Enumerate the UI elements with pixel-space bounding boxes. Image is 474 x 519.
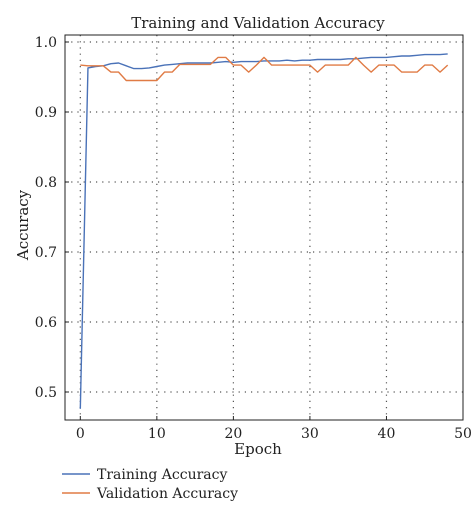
y-tick-label: 1.0 xyxy=(35,35,57,51)
x-tick-label: 40 xyxy=(378,426,396,442)
y-tick-label: 0.5 xyxy=(35,385,57,401)
y-tick-label: 0.6 xyxy=(35,315,57,331)
y-axis-ticks: 0.5 0.6 0.7 0.8 0.9 1.0 xyxy=(35,35,69,401)
validation-accuracy-line xyxy=(80,56,449,82)
series-lines xyxy=(79,53,449,409)
x-tick-label: 50 xyxy=(454,426,472,442)
x-tick-label: 0 xyxy=(76,426,85,442)
legend-label-validation-accuracy: Validation Accuracy xyxy=(96,486,238,502)
training-accuracy-line xyxy=(79,53,448,409)
y-tick-label: 0.9 xyxy=(35,105,57,121)
x-tick-label: 20 xyxy=(224,426,242,442)
legend: Training Accuracy Validation Accuracy xyxy=(62,467,238,502)
chart-title: Training and Validation Accuracy xyxy=(131,14,385,32)
plot-frame xyxy=(64,34,464,421)
y-tick-label: 0.8 xyxy=(35,175,57,191)
legend-label-training-accuracy: Training Accuracy xyxy=(97,467,227,483)
x-tick-label: 30 xyxy=(301,426,319,442)
x-axis-label: Epoch xyxy=(234,440,282,458)
x-axis-ticks: 0 10 20 30 40 50 xyxy=(76,416,472,442)
grid-lines xyxy=(65,35,463,420)
y-axis-label: Accuracy xyxy=(14,189,32,261)
x-tick-label: 10 xyxy=(148,426,166,442)
y-tick-label: 0.7 xyxy=(35,245,57,261)
